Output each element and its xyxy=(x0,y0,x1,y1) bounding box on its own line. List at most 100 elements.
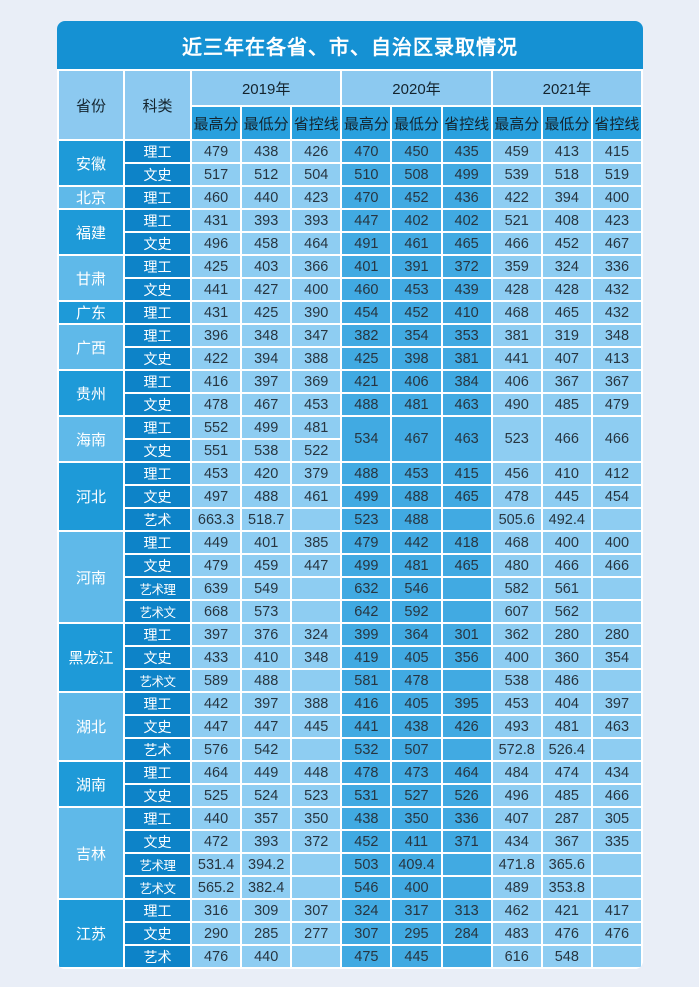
score-cell: 527 xyxy=(392,785,441,806)
score-cell: 460 xyxy=(192,187,241,208)
score-cell: 441 xyxy=(342,716,391,737)
score-cell: 399 xyxy=(342,624,391,645)
score-cell: 531.4 xyxy=(192,854,241,875)
score-cell: 440 xyxy=(192,808,241,829)
score-cell: 532 xyxy=(342,739,391,760)
score-cell: 484 xyxy=(492,762,541,783)
header-subcol-max-2019: 最高分 xyxy=(192,107,241,139)
score-cell: 496 xyxy=(492,785,541,806)
score-cell: 438 xyxy=(342,808,391,829)
score-cell: 426 xyxy=(292,141,341,162)
score-cell xyxy=(592,854,641,875)
score-cell: 476 xyxy=(192,946,241,967)
score-cell: 445 xyxy=(542,486,591,507)
header-subcol-min-2021: 最低分 xyxy=(542,107,591,139)
score-cell xyxy=(292,601,341,622)
score-cell: 464 xyxy=(442,762,491,783)
score-cell: 417 xyxy=(592,900,641,921)
score-cell: 505.6 xyxy=(492,509,541,530)
score-cell xyxy=(592,877,641,898)
score-cell: 367 xyxy=(542,371,591,392)
score-cell: 412 xyxy=(592,463,641,484)
category-cell: 艺术理 xyxy=(125,578,190,599)
score-cell: 474 xyxy=(542,762,591,783)
header-subcol-min-2020: 最低分 xyxy=(392,107,441,139)
score-cell: 517 xyxy=(192,164,241,185)
category-cell: 艺术 xyxy=(125,509,190,530)
score-cell xyxy=(592,670,641,691)
score-cell: 402 xyxy=(442,210,491,231)
score-cell: 525 xyxy=(192,785,241,806)
province-cell: 广西 xyxy=(59,325,123,369)
score-cell: 463 xyxy=(592,716,641,737)
table-row: 海南 理工 552 499 481 534 467 463 523 466 466 xyxy=(59,417,641,461)
score-cell: 384 xyxy=(442,371,491,392)
score-cell: 442 xyxy=(392,532,441,553)
score-cell: 406 xyxy=(492,371,541,392)
score-cell: 428 xyxy=(492,279,541,300)
score-cell: 478 xyxy=(392,670,441,691)
score-cell: 425 xyxy=(192,256,241,277)
province-cell: 河北 xyxy=(59,463,123,530)
province-cell: 海南 xyxy=(59,417,123,461)
score-cell: 398 xyxy=(392,348,441,369)
score-cell: 452 xyxy=(342,831,391,852)
score-cell-merged: 466 xyxy=(542,417,591,461)
province-cell: 福建 xyxy=(59,210,123,254)
score-cell: 471.8 xyxy=(492,854,541,875)
category-cell: 文史 xyxy=(125,716,190,737)
score-cell: 381 xyxy=(492,325,541,346)
score-cell: 470 xyxy=(342,187,391,208)
score-cell: 488 xyxy=(392,509,441,530)
table-row: 广东 理工 431 425 390 454 452 410 468 465 432 xyxy=(59,302,641,323)
category-cell: 文史 xyxy=(125,555,190,576)
category-cell: 艺术理 xyxy=(125,854,190,875)
score-cell: 394 xyxy=(542,187,591,208)
score-cell: 510 xyxy=(342,164,391,185)
score-cell: 466 xyxy=(492,233,541,254)
score-cell: 462 xyxy=(492,900,541,921)
score-cell: 440 xyxy=(242,187,291,208)
score-cell xyxy=(442,946,491,967)
score-cell: 461 xyxy=(292,486,341,507)
score-cell: 483 xyxy=(492,923,541,944)
score-cell: 459 xyxy=(492,141,541,162)
score-cell: 438 xyxy=(392,716,441,737)
score-cell xyxy=(592,946,641,967)
score-cell: 460 xyxy=(342,279,391,300)
category-cell: 文史 xyxy=(125,440,190,461)
score-cell: 434 xyxy=(592,762,641,783)
score-cell: 481 xyxy=(392,555,441,576)
score-cell: 434 xyxy=(492,831,541,852)
category-cell: 理工 xyxy=(125,624,190,645)
category-cell: 理工 xyxy=(125,371,190,392)
province-cell: 吉林 xyxy=(59,808,123,898)
score-cell: 280 xyxy=(542,624,591,645)
score-cell: 447 xyxy=(242,716,291,737)
score-cell: 496 xyxy=(192,233,241,254)
score-cell xyxy=(592,578,641,599)
province-cell: 湖北 xyxy=(59,693,123,760)
score-cell: 336 xyxy=(442,808,491,829)
score-cell: 481 xyxy=(542,716,591,737)
table-title: 近三年在各省、市、自治区录取情况 xyxy=(57,21,643,69)
score-cell xyxy=(292,739,341,760)
category-cell: 文史 xyxy=(125,923,190,944)
score-cell xyxy=(442,509,491,530)
score-cell: 418 xyxy=(442,532,491,553)
province-cell: 广东 xyxy=(59,302,123,323)
score-cell: 479 xyxy=(192,141,241,162)
category-cell: 文史 xyxy=(125,785,190,806)
score-cell: 382.4 xyxy=(242,877,291,898)
score-cell: 476 xyxy=(542,923,591,944)
score-cell: 401 xyxy=(242,532,291,553)
header-province: 省份 xyxy=(59,71,123,139)
score-cell: 400 xyxy=(592,187,641,208)
category-cell: 理工 xyxy=(125,693,190,714)
score-cell: 305 xyxy=(592,808,641,829)
score-cell: 448 xyxy=(292,762,341,783)
score-cell: 466 xyxy=(592,785,641,806)
score-cell: 397 xyxy=(242,693,291,714)
table-row: 河北 理工 453 420 379 488 453 415 456 410 412 xyxy=(59,463,641,530)
